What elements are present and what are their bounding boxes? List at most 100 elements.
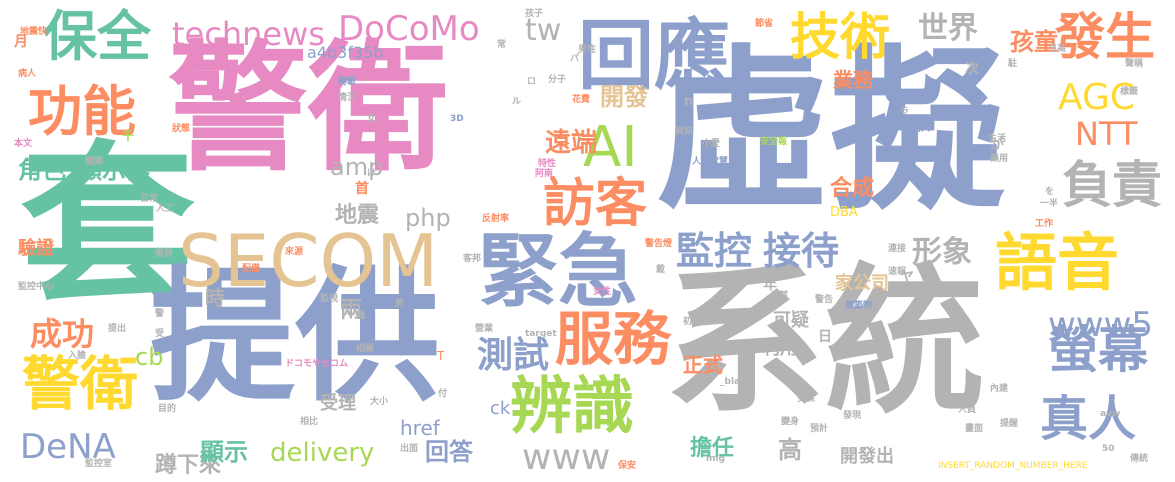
word: 客邦 <box>463 254 482 264</box>
word: 測試 <box>477 335 550 376</box>
word: 目的 <box>158 404 177 414</box>
word: 保安 <box>618 461 637 471</box>
word: 服務 <box>555 305 672 373</box>
word: 合成 <box>830 176 875 201</box>
word: 負責 <box>1062 156 1162 214</box>
word: 自然 <box>770 291 789 301</box>
word: 孩子 <box>525 9 544 19</box>
word: 辨識 <box>510 369 635 442</box>
word: zoneid <box>895 117 928 128</box>
word: 付 <box>438 389 448 399</box>
word: 日常 <box>140 194 159 204</box>
word: 出面 <box>400 444 419 454</box>
word: 人員 <box>958 405 977 415</box>
word: 成功 <box>30 315 95 353</box>
word: 顯示 <box>200 438 248 466</box>
word: avw <box>1100 409 1121 419</box>
word: 受 <box>155 329 165 339</box>
word: 緊急 <box>478 225 638 318</box>
word: n <box>684 94 694 109</box>
word: 警 <box>155 309 165 319</box>
word: 藥用 <box>990 154 1009 164</box>
word: href <box>400 416 440 440</box>
word: 技術 <box>790 8 890 66</box>
word: 接待 <box>763 229 840 273</box>
word: パ <box>570 54 580 64</box>
word: INSERT_RANDOM_NUMBER_HERE <box>938 461 1088 471</box>
word: 兩 <box>340 298 363 323</box>
word: 3D <box>450 114 464 124</box>
word: target <box>525 329 557 339</box>
word: DoCoMo <box>338 9 480 49</box>
word: 發現 <box>843 411 862 421</box>
word: 世界 <box>918 11 978 46</box>
word: 可疑 <box>773 310 809 331</box>
word: cb <box>135 343 164 371</box>
word: ル <box>512 97 522 107</box>
word: 提醒 <box>1000 419 1019 429</box>
word: 本文 <box>14 139 33 149</box>
word: 工作 <box>1035 219 1054 229</box>
word: 相關 <box>356 344 375 354</box>
word: 開發出 <box>840 446 894 467</box>
word: 警衛 <box>168 28 449 191</box>
word: 回應 <box>578 11 730 100</box>
word: 傳統 <box>1130 454 1149 464</box>
word: 狀態 <box>172 124 191 134</box>
word: 變身 <box>781 417 800 427</box>
word: 高 <box>778 436 802 464</box>
word: DeNA <box>20 427 116 467</box>
word: 情況 <box>338 93 357 103</box>
word: 開發 <box>600 83 648 111</box>
word: 月 <box>14 34 28 50</box>
word: が <box>990 137 1004 153</box>
word: 蹲下來 <box>155 453 222 478</box>
word: 次 <box>965 61 979 77</box>
word: 回答 <box>425 438 473 466</box>
word: 男 <box>395 299 405 309</box>
word: DBA <box>830 205 858 220</box>
word: ロ <box>527 77 537 87</box>
word: 女性 <box>593 287 612 297</box>
word: 女 <box>367 114 377 124</box>
word: 遠端 <box>545 128 598 158</box>
word: 千 <box>122 129 135 143</box>
word: ラ <box>900 107 910 117</box>
word: a <box>356 307 366 323</box>
word: _blank <box>720 377 753 387</box>
word: 業務 <box>833 68 873 92</box>
word: 初の <box>683 317 702 327</box>
word: 語音 <box>995 226 1120 299</box>
word: 套 <box>20 126 195 329</box>
word: php <box>405 204 451 232</box>
word: www <box>522 437 611 478</box>
word: 畫面 <box>965 424 984 434</box>
word: 年 <box>763 277 777 293</box>
word: 監視 <box>320 294 339 304</box>
word: technews <box>172 15 325 53</box>
word: 家公司 <box>835 273 889 294</box>
word: ck <box>490 398 511 419</box>
word: 男性 <box>578 45 597 55</box>
word: 日 <box>818 329 832 345</box>
word: www5 <box>1048 305 1154 345</box>
word: 孩童 <box>1010 28 1058 56</box>
word: 駐 <box>1008 59 1018 69</box>
word: 速報 <box>888 267 907 277</box>
word: 人工 <box>156 204 175 214</box>
word: 首 <box>355 181 369 197</box>
word: 擔任 <box>690 436 735 461</box>
word: 開關 <box>85 157 104 167</box>
word: け <box>367 169 377 179</box>
word: 小愛 <box>702 139 721 149</box>
word: 提出 <box>108 324 127 334</box>
word: 虛擬 <box>655 31 1005 234</box>
word: 人工智慧 <box>692 157 729 167</box>
word: 生活 <box>988 134 1007 144</box>
word: 監控中心 <box>18 282 55 292</box>
word: 功能 <box>28 80 136 143</box>
word: img <box>706 454 725 464</box>
word: SECOM <box>178 219 439 303</box>
word: 大小 <box>370 397 389 407</box>
word: 發生 <box>1055 8 1155 66</box>
